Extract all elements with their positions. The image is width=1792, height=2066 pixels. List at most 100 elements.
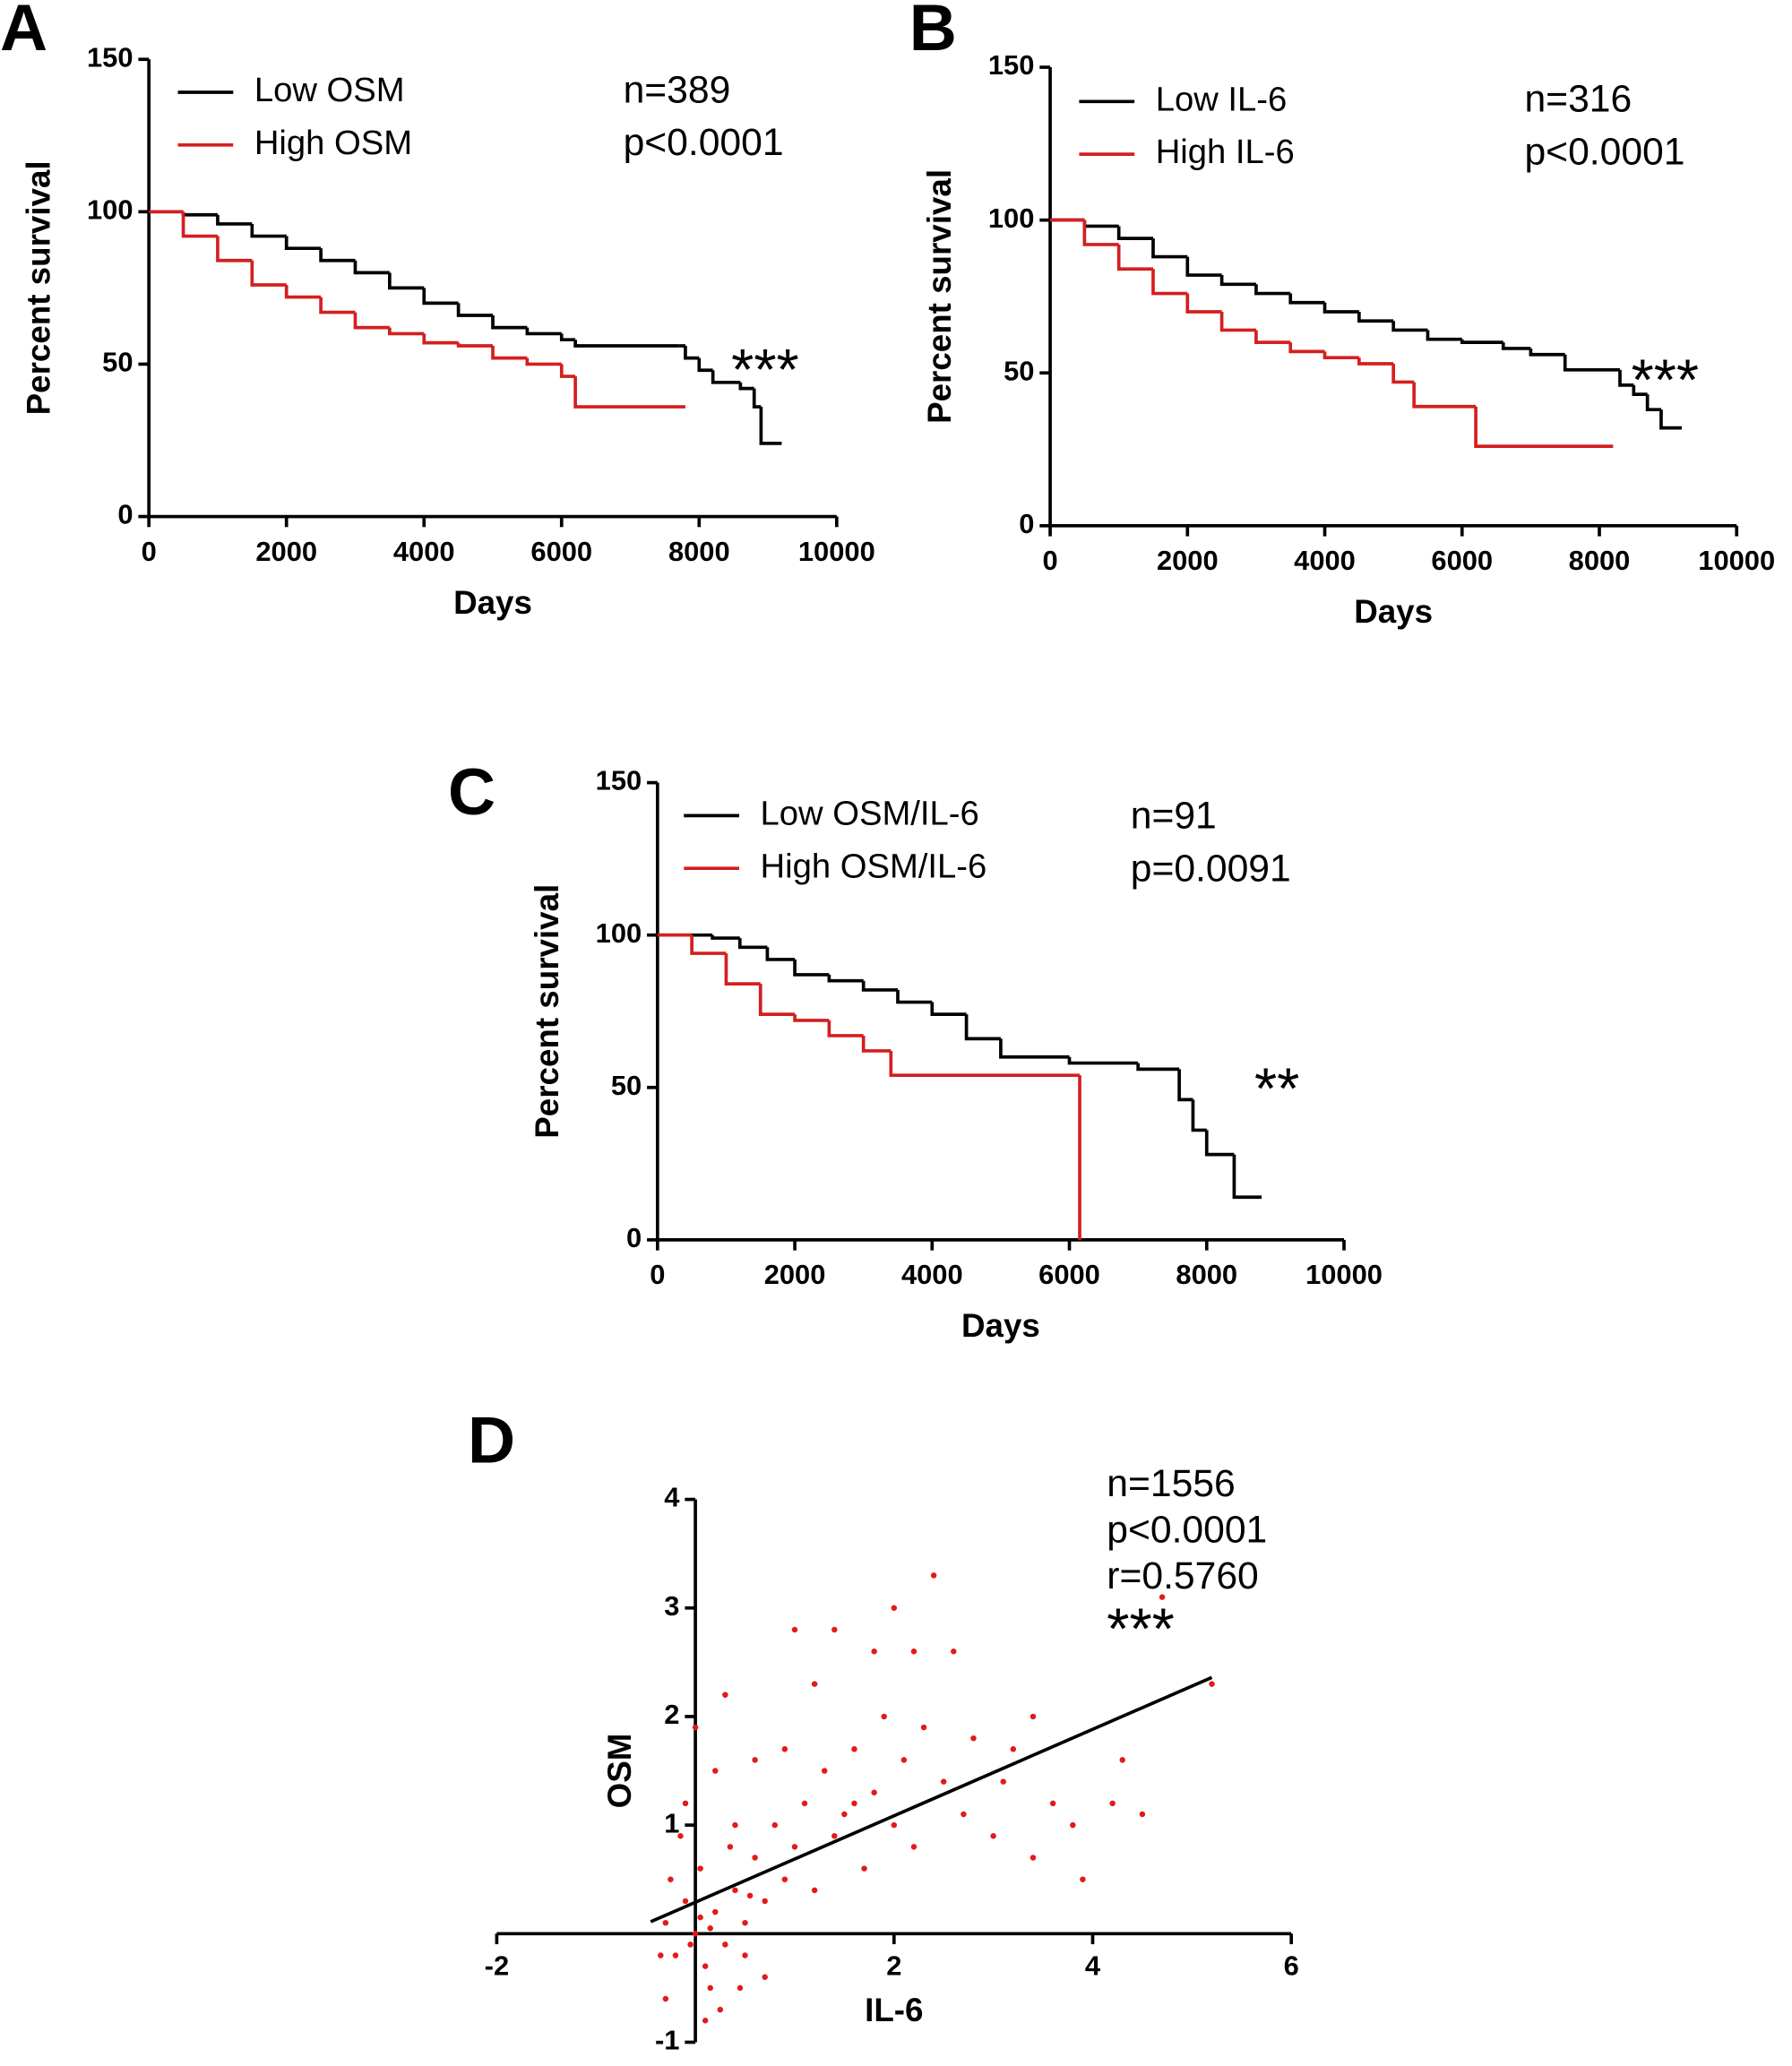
survival-step — [861, 980, 898, 992]
survival-step — [711, 370, 741, 384]
point — [672, 1952, 679, 1958]
point — [990, 1833, 996, 1839]
point — [861, 1865, 867, 1872]
survival-step — [1136, 1063, 1180, 1072]
survival-step — [491, 314, 528, 330]
point — [668, 1876, 674, 1882]
point — [697, 1865, 703, 1872]
survival-step — [999, 1038, 1070, 1059]
survival-step — [1529, 348, 1565, 357]
survival-step — [711, 934, 740, 940]
point — [961, 1811, 967, 1818]
point — [1000, 1778, 1006, 1785]
survival-step — [896, 989, 933, 1004]
x-tick-label: 2000 — [255, 536, 317, 567]
point — [732, 1887, 738, 1894]
survival-step — [319, 248, 356, 263]
y-tick-label: 4 — [664, 1482, 679, 1513]
survival-step — [1391, 321, 1428, 332]
point — [891, 1605, 898, 1612]
survival-step — [422, 288, 459, 306]
significance: *** — [1632, 348, 1700, 413]
survival-step — [573, 340, 679, 348]
point — [732, 1821, 738, 1829]
survival-step — [1254, 284, 1291, 296]
point — [1010, 1746, 1017, 1752]
significance: ** — [1254, 1056, 1299, 1122]
point — [742, 1952, 748, 1958]
significance: *** — [731, 337, 799, 402]
point — [811, 1681, 818, 1687]
panel-letter: D — [468, 1403, 515, 1477]
survival-step — [1460, 339, 1503, 344]
survival-step — [724, 953, 761, 986]
point — [951, 1648, 957, 1655]
survival-step — [1191, 1099, 1207, 1132]
survival-step — [1412, 382, 1477, 409]
point — [1030, 1713, 1037, 1720]
survival-step — [793, 959, 830, 977]
survival-step — [250, 260, 287, 287]
point — [1030, 1855, 1037, 1861]
survival-step — [1219, 311, 1256, 332]
survival-step — [1151, 238, 1188, 259]
survival-step — [930, 1002, 967, 1016]
survival-step — [1232, 1154, 1262, 1200]
x-tick-label: 0 — [1042, 545, 1057, 576]
legend-label: High OSM/IL-6 — [761, 847, 987, 885]
annotation: p=0.0091 — [1131, 847, 1291, 890]
point — [1119, 1757, 1125, 1763]
point — [910, 1648, 918, 1655]
survival-step — [1474, 406, 1614, 448]
point — [940, 1778, 947, 1785]
point — [851, 1746, 857, 1752]
survival-step — [1082, 220, 1119, 228]
x-tick-label: 0 — [650, 1259, 665, 1290]
survival-step — [216, 214, 253, 226]
legend-label: Low OSM/IL-6 — [761, 794, 979, 832]
fit-line — [650, 1675, 1213, 1924]
annotation: p<0.0001 — [624, 121, 784, 164]
survival-step — [765, 947, 796, 961]
x-tick-label: 8000 — [1569, 545, 1631, 576]
y-axis-label: Percent survival — [921, 169, 958, 424]
y-axis-label: Percent survival — [20, 160, 56, 415]
legend-label: High IL-6 — [1156, 133, 1295, 171]
y-tick-label: 150 — [87, 41, 134, 73]
point — [1049, 1800, 1056, 1807]
point — [762, 1974, 768, 1981]
point — [1070, 1821, 1076, 1829]
point — [712, 1768, 719, 1774]
annotation: n=316 — [1524, 78, 1632, 121]
survival-step — [684, 346, 700, 360]
point — [677, 1833, 684, 1839]
point — [930, 1572, 937, 1579]
survival-step — [422, 333, 459, 345]
y-tick-label: 50 — [611, 1070, 642, 1101]
point — [752, 1757, 758, 1763]
survival-step — [738, 382, 754, 391]
point — [771, 1821, 779, 1829]
x-axis-label: IL-6 — [865, 1992, 923, 2028]
point — [702, 2018, 709, 2024]
survival-step — [1219, 275, 1256, 287]
survival-step — [1204, 1130, 1235, 1157]
point — [722, 1692, 728, 1698]
legend-label: Low IL-6 — [1156, 80, 1288, 118]
panel-letter: A — [0, 0, 47, 65]
point — [821, 1768, 828, 1774]
survival-step — [1151, 269, 1188, 296]
survival-step — [1116, 226, 1153, 240]
point — [871, 1789, 877, 1796]
point — [717, 2006, 724, 2013]
survival-step — [758, 984, 796, 1016]
x-tick-label: 10000 — [1698, 545, 1775, 576]
survival-step — [752, 388, 762, 409]
x-tick-label: 8000 — [1176, 1259, 1237, 1290]
y-tick-label: 3 — [664, 1590, 679, 1622]
x-tick-label: 6 — [1284, 1950, 1299, 1982]
point — [682, 1800, 689, 1807]
survival-step — [1501, 342, 1531, 350]
point — [762, 1898, 768, 1905]
